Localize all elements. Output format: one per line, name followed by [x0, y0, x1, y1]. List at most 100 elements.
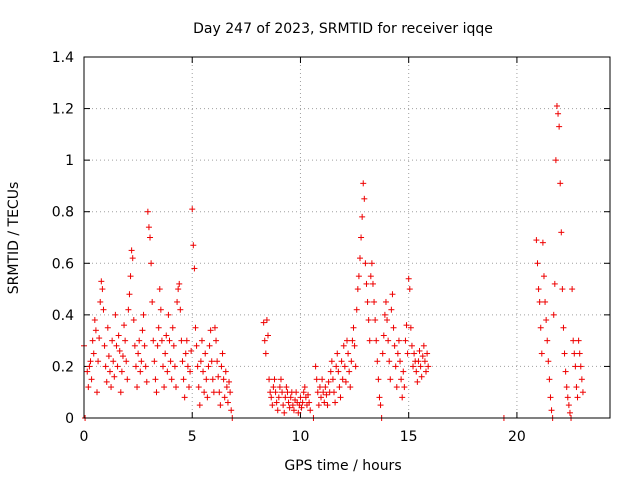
data-point [262, 350, 269, 357]
data-point [182, 350, 189, 357]
data-point [171, 363, 178, 370]
data-point [574, 394, 581, 401]
data-point [89, 337, 96, 344]
data-point [116, 347, 123, 354]
data-point [339, 376, 346, 383]
grid [84, 57, 610, 418]
data-point [144, 208, 151, 215]
data-point [406, 286, 413, 293]
data-point [387, 376, 394, 383]
data-point [180, 376, 187, 383]
data-point [404, 350, 411, 357]
data-point [540, 273, 547, 280]
data-point [169, 324, 176, 331]
data-point [84, 368, 91, 375]
data-point [93, 389, 100, 396]
data-point [274, 407, 281, 414]
data-point [194, 363, 201, 370]
data-point [559, 286, 566, 293]
data-point [417, 363, 424, 370]
data-point [88, 376, 95, 383]
data-point [328, 358, 335, 365]
data-point [162, 350, 169, 357]
data-point [374, 358, 381, 365]
data-point [307, 407, 314, 414]
data-point [204, 394, 211, 401]
y-tick-label: 0.6 [52, 256, 74, 272]
data-point [297, 394, 304, 401]
data-point [324, 402, 331, 409]
data-point [154, 342, 161, 349]
data-point [215, 373, 222, 380]
data-point [267, 389, 274, 396]
data-point [98, 278, 105, 285]
data-point [106, 368, 113, 375]
data-point [555, 110, 562, 117]
data-point [295, 409, 302, 416]
data-point [175, 286, 182, 293]
data-point [364, 298, 371, 305]
y-tick-label: 1.4 [52, 50, 74, 66]
data-point [114, 363, 121, 370]
chart-title: Day 247 of 2023, SRMTID for receiver iqq… [193, 21, 493, 37]
data-point [414, 378, 421, 385]
data-point [207, 327, 214, 334]
data-point [155, 324, 162, 331]
data-point [386, 358, 393, 365]
data-point [372, 317, 379, 324]
data-point [355, 273, 362, 280]
data-point [373, 337, 380, 344]
data-point [273, 399, 280, 406]
data-point [226, 378, 233, 385]
data-point [382, 298, 389, 305]
data-point [570, 337, 577, 344]
data-point [366, 337, 373, 344]
data-point [351, 342, 358, 349]
data-point [125, 306, 132, 313]
data-point [565, 402, 572, 409]
data-point [286, 404, 293, 411]
data-point [381, 311, 388, 318]
data-point [312, 363, 319, 370]
data-point [124, 376, 131, 383]
data-point [377, 402, 384, 409]
data-point [168, 376, 175, 383]
data-points [81, 102, 586, 421]
data-point [389, 291, 396, 298]
data-point [198, 337, 205, 344]
data-point [179, 358, 186, 365]
data-point [115, 332, 122, 339]
data-point [195, 384, 202, 391]
data-point [196, 402, 203, 409]
data-point [129, 255, 136, 262]
data-point [375, 376, 382, 383]
data-point [562, 368, 569, 375]
data-point [271, 376, 278, 383]
data-point [109, 337, 116, 344]
data-point [99, 286, 106, 293]
data-point [333, 363, 340, 370]
data-point [181, 394, 188, 401]
data-point [104, 324, 111, 331]
data-point [174, 298, 181, 305]
data-point [92, 327, 99, 334]
data-point [553, 102, 560, 109]
data-point [413, 368, 420, 375]
x-axis-label: GPS time / hours [284, 458, 401, 474]
axis-ticks: 0 0.2 0.4 0.6 0.8 1 1.2 1.4 0 5 10 15 20 [52, 50, 610, 445]
data-point [122, 337, 129, 344]
data-point [365, 317, 372, 324]
data-point [103, 378, 110, 385]
data-point [391, 342, 398, 349]
data-point [545, 358, 552, 365]
data-point [578, 376, 585, 383]
data-point [359, 213, 366, 220]
x-tick-label: 15 [400, 429, 418, 445]
data-point [336, 384, 343, 391]
data-point [219, 350, 226, 357]
data-point [266, 376, 273, 383]
data-point [282, 394, 289, 401]
data-point [128, 247, 135, 254]
data-point [398, 376, 405, 383]
data-point [210, 389, 217, 396]
